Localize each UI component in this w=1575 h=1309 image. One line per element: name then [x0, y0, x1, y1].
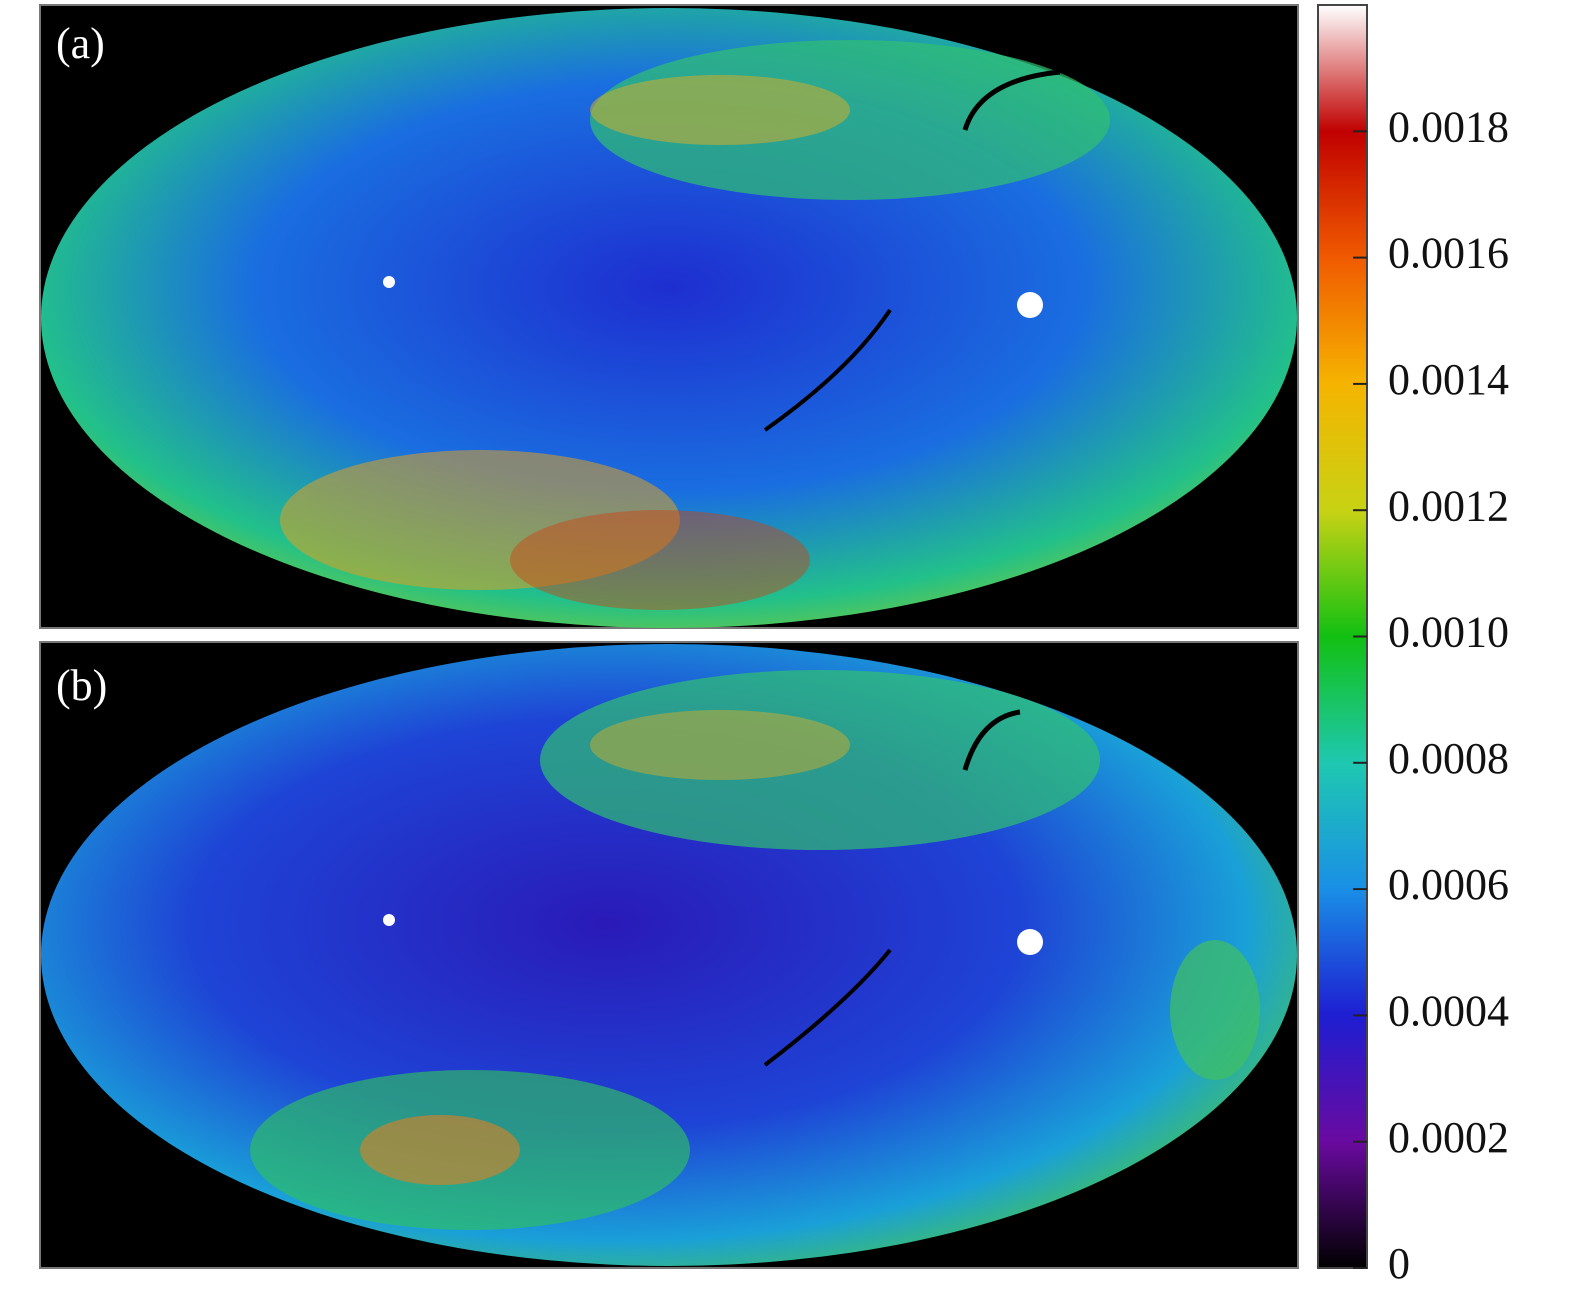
panel-a: (a)	[39, 4, 1299, 629]
colorbar-tick-label: 0	[1388, 1239, 1410, 1288]
colorbar-tick-label: 0.0004	[1388, 986, 1509, 1035]
colorbar-tick-label: 0.0016	[1388, 229, 1509, 278]
map-region	[540, 670, 1100, 850]
colorbar-tick-label: 0.0006	[1388, 860, 1509, 909]
colorbar-tick-label: 0.0018	[1388, 102, 1509, 151]
map-region	[280, 450, 680, 590]
map-region	[590, 75, 850, 145]
bright-spot	[383, 914, 395, 926]
colorbar-tick-label: 0.0008	[1388, 734, 1509, 783]
colorbar: 0 0.0002 0.0004 0.0006 0.0008 0.0010 0.0012 0.0…	[1317, 4, 1509, 1288]
colorbar-tick-label: 0.0014	[1388, 355, 1509, 404]
panel-b: (b)	[39, 641, 1299, 1269]
colorbar-tick-label: 0.0012	[1388, 481, 1509, 530]
gap-arc	[763, 308, 892, 432]
map-region	[1170, 940, 1260, 1080]
panel-label: (a)	[56, 19, 105, 68]
bright-spot	[1017, 292, 1043, 318]
panel-label: (b)	[56, 661, 107, 710]
gap-arc	[962, 69, 1061, 131]
bright-spot	[1017, 929, 1043, 955]
colorbar-tick-label: 0.0010	[1388, 608, 1509, 657]
bright-spot	[383, 276, 395, 288]
colorbar-tick-label: 0.0002	[1388, 1113, 1509, 1162]
map-region	[360, 1115, 520, 1185]
gap-arc	[763, 948, 892, 1067]
map-region	[590, 710, 850, 780]
gap-arc	[962, 709, 1021, 771]
map-region	[510, 510, 810, 610]
